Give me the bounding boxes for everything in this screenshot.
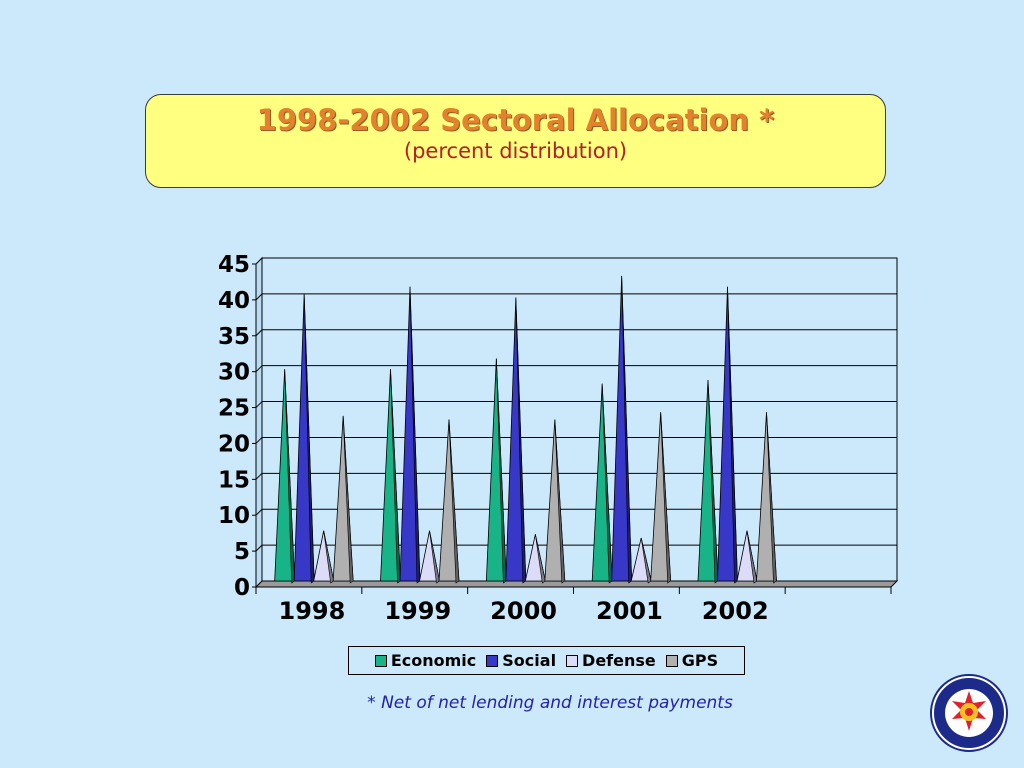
cone-shadow-gps-2000 bbox=[554, 419, 566, 584]
gridline-wall bbox=[255, 544, 263, 552]
cone-shadow-gps-1999 bbox=[448, 419, 460, 584]
footnote: * Net of net lending and interest paymen… bbox=[367, 693, 733, 713]
cone-shadow-economic-2001 bbox=[601, 383, 613, 584]
y-tick-label: 25 bbox=[218, 396, 250, 422]
gridline-wall bbox=[255, 401, 263, 408]
y-tick-label: 45 bbox=[218, 252, 250, 278]
gridline-wall bbox=[255, 508, 263, 516]
gridline-wall bbox=[255, 365, 263, 373]
x-tick-label: 2002 bbox=[702, 597, 769, 625]
cone-shadow-defense-2000 bbox=[535, 534, 546, 584]
slide-title: 1998-2002 Sectoral Allocation * bbox=[256, 103, 775, 137]
legend-item-social: Social bbox=[486, 651, 556, 670]
cone-shadow-gps-2001 bbox=[660, 412, 671, 584]
legend-swatch-defense bbox=[566, 654, 579, 667]
cone-shadow-defense-2002 bbox=[746, 530, 758, 584]
y-tick-label: 15 bbox=[218, 467, 250, 493]
gridline-wall bbox=[255, 437, 263, 444]
slide-subtitle: (percent distribution) bbox=[403, 139, 628, 163]
y-tick-label: 5 bbox=[234, 539, 250, 565]
cone-shadow-social-1998 bbox=[303, 293, 315, 584]
chart-legend: Economic Social Defense GPS bbox=[348, 646, 745, 675]
seal-icon bbox=[930, 674, 1008, 752]
legend-swatch-economic bbox=[374, 654, 387, 667]
y-tick-label: 0 bbox=[234, 575, 250, 601]
y-tick-label: 20 bbox=[218, 431, 250, 457]
y-tick-label: 40 bbox=[218, 288, 250, 314]
cone-shadow-economic-1998 bbox=[284, 369, 295, 584]
cone-shadow-social-1999 bbox=[409, 286, 421, 584]
legend-item-gps: GPS bbox=[665, 651, 719, 670]
gridline-wall bbox=[255, 293, 263, 301]
x-tick-label: 1999 bbox=[384, 597, 451, 625]
y-tick-label: 35 bbox=[218, 324, 250, 350]
title-box: 1998-2002 Sectoral Allocation * (percent… bbox=[145, 94, 886, 188]
x-tick-label: 2001 bbox=[596, 597, 663, 625]
legend-swatch-social bbox=[486, 654, 499, 667]
x-tick-label: 2000 bbox=[490, 597, 557, 625]
cone-shadow-economic-1999 bbox=[390, 369, 401, 584]
cone-shadow-economic-2002 bbox=[707, 380, 719, 584]
y-tick-label: 10 bbox=[218, 503, 250, 529]
cone-shadow-social-2002 bbox=[727, 286, 738, 584]
cone-shadow-gps-2002 bbox=[766, 412, 777, 584]
gridline-wall bbox=[255, 472, 263, 480]
y-tick-label: 30 bbox=[218, 360, 250, 386]
gridline-wall bbox=[255, 329, 263, 337]
legend-label-economic: Economic bbox=[390, 651, 477, 670]
plot-back-wall bbox=[261, 257, 898, 582]
cone-shadow-economic-2000 bbox=[496, 358, 507, 584]
cone-shadow-social-2001 bbox=[621, 275, 632, 584]
x-tick-label: 1998 bbox=[279, 597, 346, 625]
cone-shadow-gps-1998 bbox=[342, 415, 354, 584]
cone-shadow-defense-1998 bbox=[323, 530, 335, 584]
legend-label-defense: Defense bbox=[582, 651, 656, 670]
cone-shadow-social-2000 bbox=[515, 297, 527, 584]
legend-label-social: Social bbox=[502, 651, 557, 670]
cone-shadow-defense-1999 bbox=[429, 530, 440, 584]
legend-item-economic: Economic bbox=[374, 651, 477, 670]
legend-label-gps: GPS bbox=[681, 651, 719, 670]
legend-swatch-gps bbox=[665, 654, 678, 667]
cone-shadow-defense-2001 bbox=[640, 537, 652, 584]
legend-item-defense: Defense bbox=[566, 651, 656, 670]
plot-side-wall bbox=[255, 256, 263, 589]
